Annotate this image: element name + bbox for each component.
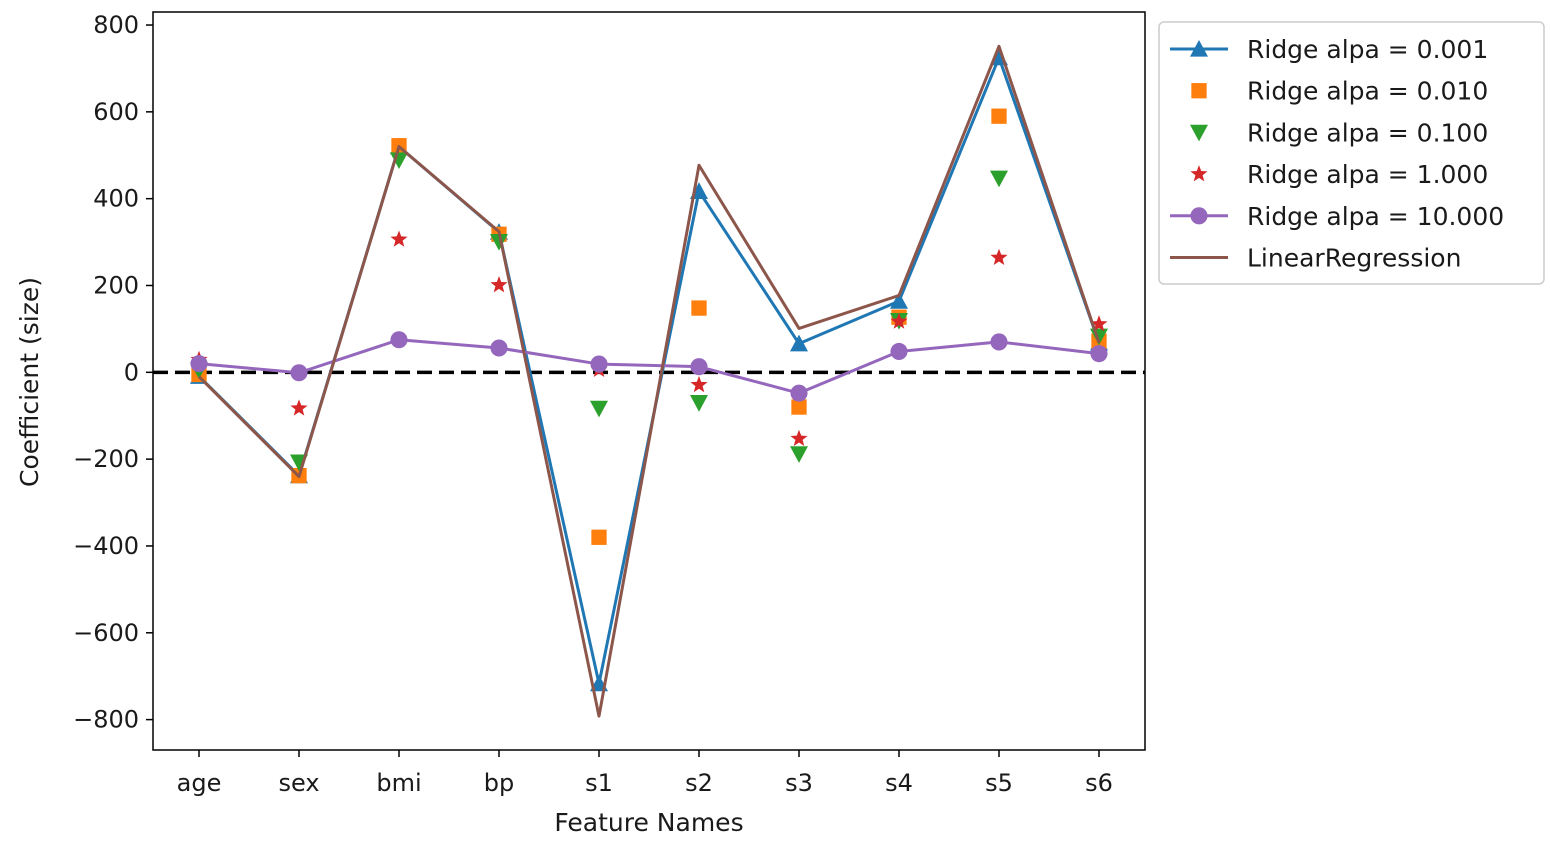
series-4 <box>190 331 1108 402</box>
legend-item: Ridge alpa = 0.001 <box>1170 35 1488 64</box>
data-point <box>390 230 408 247</box>
legend-label: Ridge alpa = 0.100 <box>1247 118 1488 147</box>
legend-item: Ridge alpa = 10.000 <box>1170 202 1504 231</box>
data-point <box>490 276 508 293</box>
data-point <box>890 312 908 329</box>
legend-item: Ridge alpa = 0.010 <box>1191 77 1488 106</box>
x-tick-label: bp <box>484 769 514 797</box>
data-point <box>590 355 608 373</box>
legend-marker <box>1190 124 1208 142</box>
data-point <box>590 400 608 418</box>
data-point <box>790 334 808 352</box>
data-point <box>990 248 1008 265</box>
series-line <box>197 44 1101 718</box>
x-axis-label: Feature Names <box>554 808 743 837</box>
legend-item: Ridge alpa = 0.100 <box>1190 118 1488 147</box>
data-point <box>790 384 808 402</box>
y-tick-label: 200 <box>93 271 139 299</box>
axes: −800 −600 −400 −200 0 200 400 600 800 age sex bmi bp… <box>73 11 1146 797</box>
data-point <box>990 333 1008 351</box>
data-point <box>290 399 308 416</box>
legend-item: Ridge alpa = 1.000 <box>1190 160 1488 189</box>
y-tick-label: −400 <box>73 532 139 560</box>
data-point <box>490 339 508 357</box>
legend-marker <box>1190 165 1208 182</box>
x-tick-label: s2 <box>685 769 713 797</box>
x-tick-label: s5 <box>985 769 1013 797</box>
y-tick-label: 600 <box>93 98 139 126</box>
y-tick-label: −800 <box>73 706 139 734</box>
legend-marker <box>1190 207 1208 225</box>
series-line <box>198 338 1100 395</box>
x-tick-label: s3 <box>785 769 813 797</box>
y-tick-label: 0 <box>124 358 139 386</box>
data-point <box>290 364 308 382</box>
y-tick-label: −600 <box>73 619 139 647</box>
legend-label: Ridge alpa = 1.000 <box>1247 160 1488 189</box>
legend-item: LinearRegression <box>1170 244 1461 273</box>
series-2 <box>190 152 1108 472</box>
series-5 <box>197 44 1101 718</box>
x-tick-label: sex <box>278 769 319 797</box>
data-point <box>890 292 908 309</box>
data-point <box>890 342 908 361</box>
y-tick-label: 400 <box>93 185 139 213</box>
x-tick-label: s6 <box>1085 769 1113 797</box>
legend-label: Ridge alpa = 10.000 <box>1247 202 1504 231</box>
x-tick-label: age <box>177 769 222 797</box>
data-point <box>690 375 708 393</box>
legend-label: Ridge alpa = 0.001 <box>1247 35 1488 64</box>
data-point <box>390 331 408 349</box>
series-1 <box>191 108 1107 545</box>
legend-box <box>1158 21 1545 285</box>
y-axis-label: Coefficient (size) <box>15 277 44 487</box>
data-point <box>591 529 607 545</box>
x-tick-label: s4 <box>885 769 913 797</box>
data-point <box>790 446 808 463</box>
legend-label: Ridge alpa = 0.010 <box>1247 77 1488 106</box>
legend: Ridge alpa = 0.001 Ridge alpa = 0.010 Ridg… <box>1158 21 1545 285</box>
data-point <box>190 355 208 373</box>
legend-label: LinearRegression <box>1247 244 1461 273</box>
series-3 <box>190 230 1108 447</box>
data-point <box>791 399 807 415</box>
legend-marker <box>1190 40 1208 57</box>
data-point <box>991 108 1007 124</box>
data-point <box>690 358 708 376</box>
series-0 <box>190 48 1108 692</box>
legend-marker <box>1191 83 1207 99</box>
data-point <box>490 233 508 251</box>
y-tick-label: −200 <box>73 445 139 473</box>
x-tick-label: s1 <box>585 769 613 797</box>
data-point <box>691 300 707 316</box>
data-point <box>1090 345 1108 363</box>
data-point <box>990 170 1008 188</box>
plot-area <box>153 44 1145 718</box>
axes-frame <box>152 11 1146 751</box>
data-point <box>790 429 808 447</box>
x-tick-label: bmi <box>376 769 421 797</box>
y-tick-label: 800 <box>93 11 139 39</box>
data-point <box>1090 315 1108 332</box>
data-point <box>690 395 708 412</box>
